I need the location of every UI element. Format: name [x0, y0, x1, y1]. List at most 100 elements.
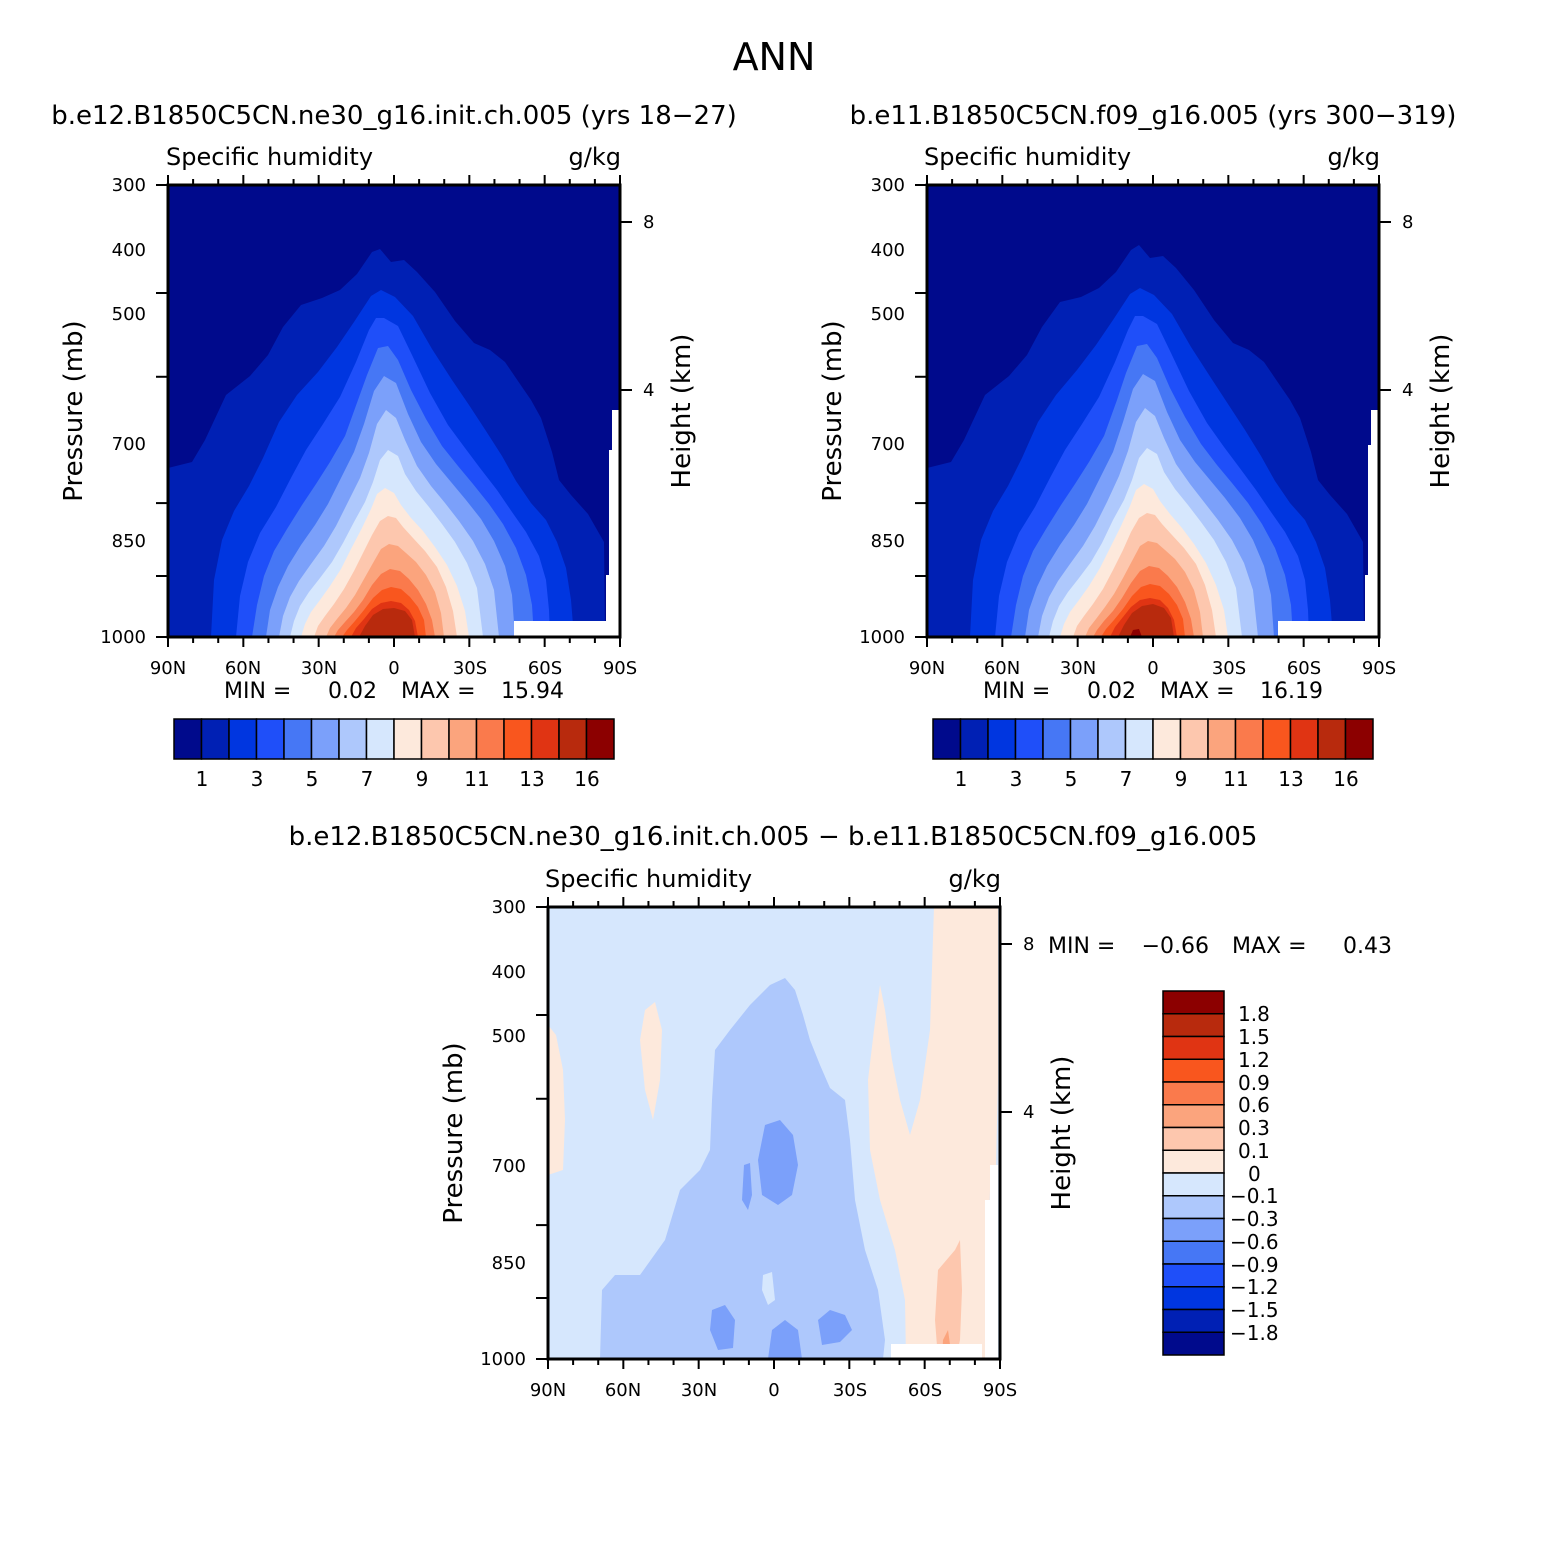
x-tick-label: 60N [225, 658, 261, 679]
colorbar-swatch [585, 718, 615, 760]
colorbar-label: 16 [1333, 767, 1358, 791]
y-axis-title: Pressure (mb) [439, 1042, 469, 1223]
colorbar-label: 1.2 [1238, 1048, 1270, 1072]
missing-data-region [985, 1165, 998, 1359]
colorbar-swatch [1162, 1331, 1225, 1356]
panel-3-x-axis: 90N 60N 30N 0 30S 60S 90S [530, 1380, 1017, 1401]
x-tick-label: 30N [1060, 658, 1096, 679]
panel-1: b.e12.B1850C5CN.ne30_g16.init.ch.005 (yr… [51, 101, 737, 791]
y-tick-label: 300 [112, 175, 146, 196]
x-tick-label: 60N [605, 1380, 641, 1401]
y-tick-label: 700 [492, 1156, 526, 1177]
panel-2-left-label: Specific humidity [924, 143, 1131, 171]
contour-level [762, 1272, 775, 1305]
panel-2-colorbar: 1 3 5 7 9 11 13 16 [932, 718, 1374, 791]
colorbar-label: −1.2 [1230, 1275, 1279, 1299]
colorbar-swatch [1162, 1149, 1225, 1174]
colorbar-label: 9 [416, 767, 429, 791]
panel-3-colorbar: 1.8 1.5 1.2 0.9 0.6 0.3 0.1 0 −0.1 −0.3 … [1162, 990, 1279, 1356]
colorbar-label: 1.8 [1238, 1002, 1270, 1026]
colorbar-swatch [1344, 718, 1374, 760]
panel-2-y-axis: 300 400 500 700 850 1000 Pressure (mb) [818, 175, 905, 648]
x-tick-label: 0 [388, 658, 399, 679]
colorbar-swatch [1262, 718, 1292, 760]
y-tick-label: 400 [871, 240, 905, 261]
x-tick-label: 60N [984, 658, 1020, 679]
colorbar-label: −1.8 [1230, 1321, 1279, 1345]
y-tick-label: 850 [112, 531, 146, 552]
colorbar-swatch [1162, 1104, 1225, 1129]
colorbar-swatch [1162, 1035, 1225, 1060]
panel-3-units-label: g/kg [949, 865, 1001, 893]
max-value: 0.43 [1343, 934, 1392, 959]
panel-1-y-axis: 300 400 500 700 850 1000 Pressure (mb) [59, 175, 146, 648]
min-label: MIN = [1048, 934, 1115, 959]
colorbar-label: 7 [361, 767, 374, 791]
contour-level [1118, 604, 1174, 637]
max-label: MAX = [1160, 679, 1235, 704]
colorbar-swatch [1042, 718, 1072, 760]
panel-3-title: b.e12.B1850C5CN.ne30_g16.init.ch.005 − b… [289, 822, 1258, 852]
height-tick-label: 8 [1402, 212, 1413, 233]
colorbar-swatch [338, 718, 368, 760]
colorbar-swatch [1162, 1240, 1225, 1265]
y-tick-label: 400 [492, 962, 526, 983]
panel-1-right-axis: 8 4 Height (km) [643, 212, 697, 488]
colorbar-label: 0 [1248, 1162, 1261, 1186]
colorbar-label: −0.1 [1230, 1184, 1279, 1208]
colorbar-swatch [1234, 718, 1264, 760]
max-label: MAX = [1232, 934, 1307, 959]
panel-1-title: b.e12.B1850C5CN.ne30_g16.init.ch.005 (yr… [51, 101, 737, 131]
colorbar-swatch [1317, 718, 1347, 760]
colorbar-swatch [310, 718, 340, 760]
contour-level [548, 1025, 565, 1175]
x-tick-label: 60S [1287, 658, 1321, 679]
panel-2-x-axis: 90N 60N 30N 0 30S 60S 90S [909, 658, 1396, 679]
contour-level [818, 1310, 852, 1345]
colorbar-swatch [1162, 1286, 1225, 1311]
colorbar-swatch [1014, 718, 1044, 760]
colorbar-swatch [283, 718, 313, 760]
colorbar-swatch [200, 718, 230, 760]
y-tick-label: 1000 [480, 1349, 526, 1370]
max-label: MAX = [401, 679, 476, 704]
colorbar-swatch [228, 718, 258, 760]
y-tick-label: 500 [871, 304, 905, 325]
height-axis-title: Height (km) [1426, 334, 1456, 489]
colorbar-swatch [959, 718, 989, 760]
colorbar-label: −1.5 [1230, 1298, 1279, 1322]
contour-level [742, 1163, 752, 1210]
panel-3-contours [548, 907, 1000, 1359]
colorbar-label: 1.5 [1238, 1025, 1270, 1049]
x-tick-label: 0 [768, 1380, 779, 1401]
x-tick-label: 60S [528, 658, 562, 679]
colorbar-swatch [475, 718, 505, 760]
colorbar-label: 11 [464, 767, 489, 791]
max-value: 16.19 [1260, 679, 1323, 704]
y-tick-label: 500 [492, 1026, 526, 1047]
colorbar-label: −0.3 [1230, 1207, 1279, 1231]
min-label: MIN = [983, 679, 1050, 704]
panel-3-left-label: Specific humidity [545, 865, 752, 893]
colorbar-label: 7 [1120, 767, 1133, 791]
x-tick-label: 30S [453, 658, 487, 679]
colorbar-swatch [1162, 1126, 1225, 1151]
x-tick-label: 60S [908, 1380, 942, 1401]
contour-level [710, 1305, 735, 1350]
missing-data-region [514, 621, 608, 637]
contour-level [640, 1002, 662, 1120]
y-axis-title: Pressure (mb) [818, 320, 848, 501]
colorbar-swatch [1162, 1081, 1225, 1106]
colorbar-swatch [1162, 1058, 1225, 1083]
colorbar-label: 1 [955, 767, 968, 791]
x-tick-label: 30S [833, 1380, 867, 1401]
y-tick-label: 700 [871, 434, 905, 455]
panel-2-contours [927, 185, 1379, 637]
y-tick-label: 300 [871, 175, 905, 196]
contour-level [935, 1240, 962, 1359]
panel-1-colorbar: 1 3 5 7 9 11 13 16 [173, 718, 615, 791]
colorbar-swatch [393, 718, 423, 760]
contour-level [359, 608, 415, 637]
colorbar-swatch [1162, 1013, 1225, 1038]
colorbar-label: 0.3 [1238, 1116, 1270, 1140]
